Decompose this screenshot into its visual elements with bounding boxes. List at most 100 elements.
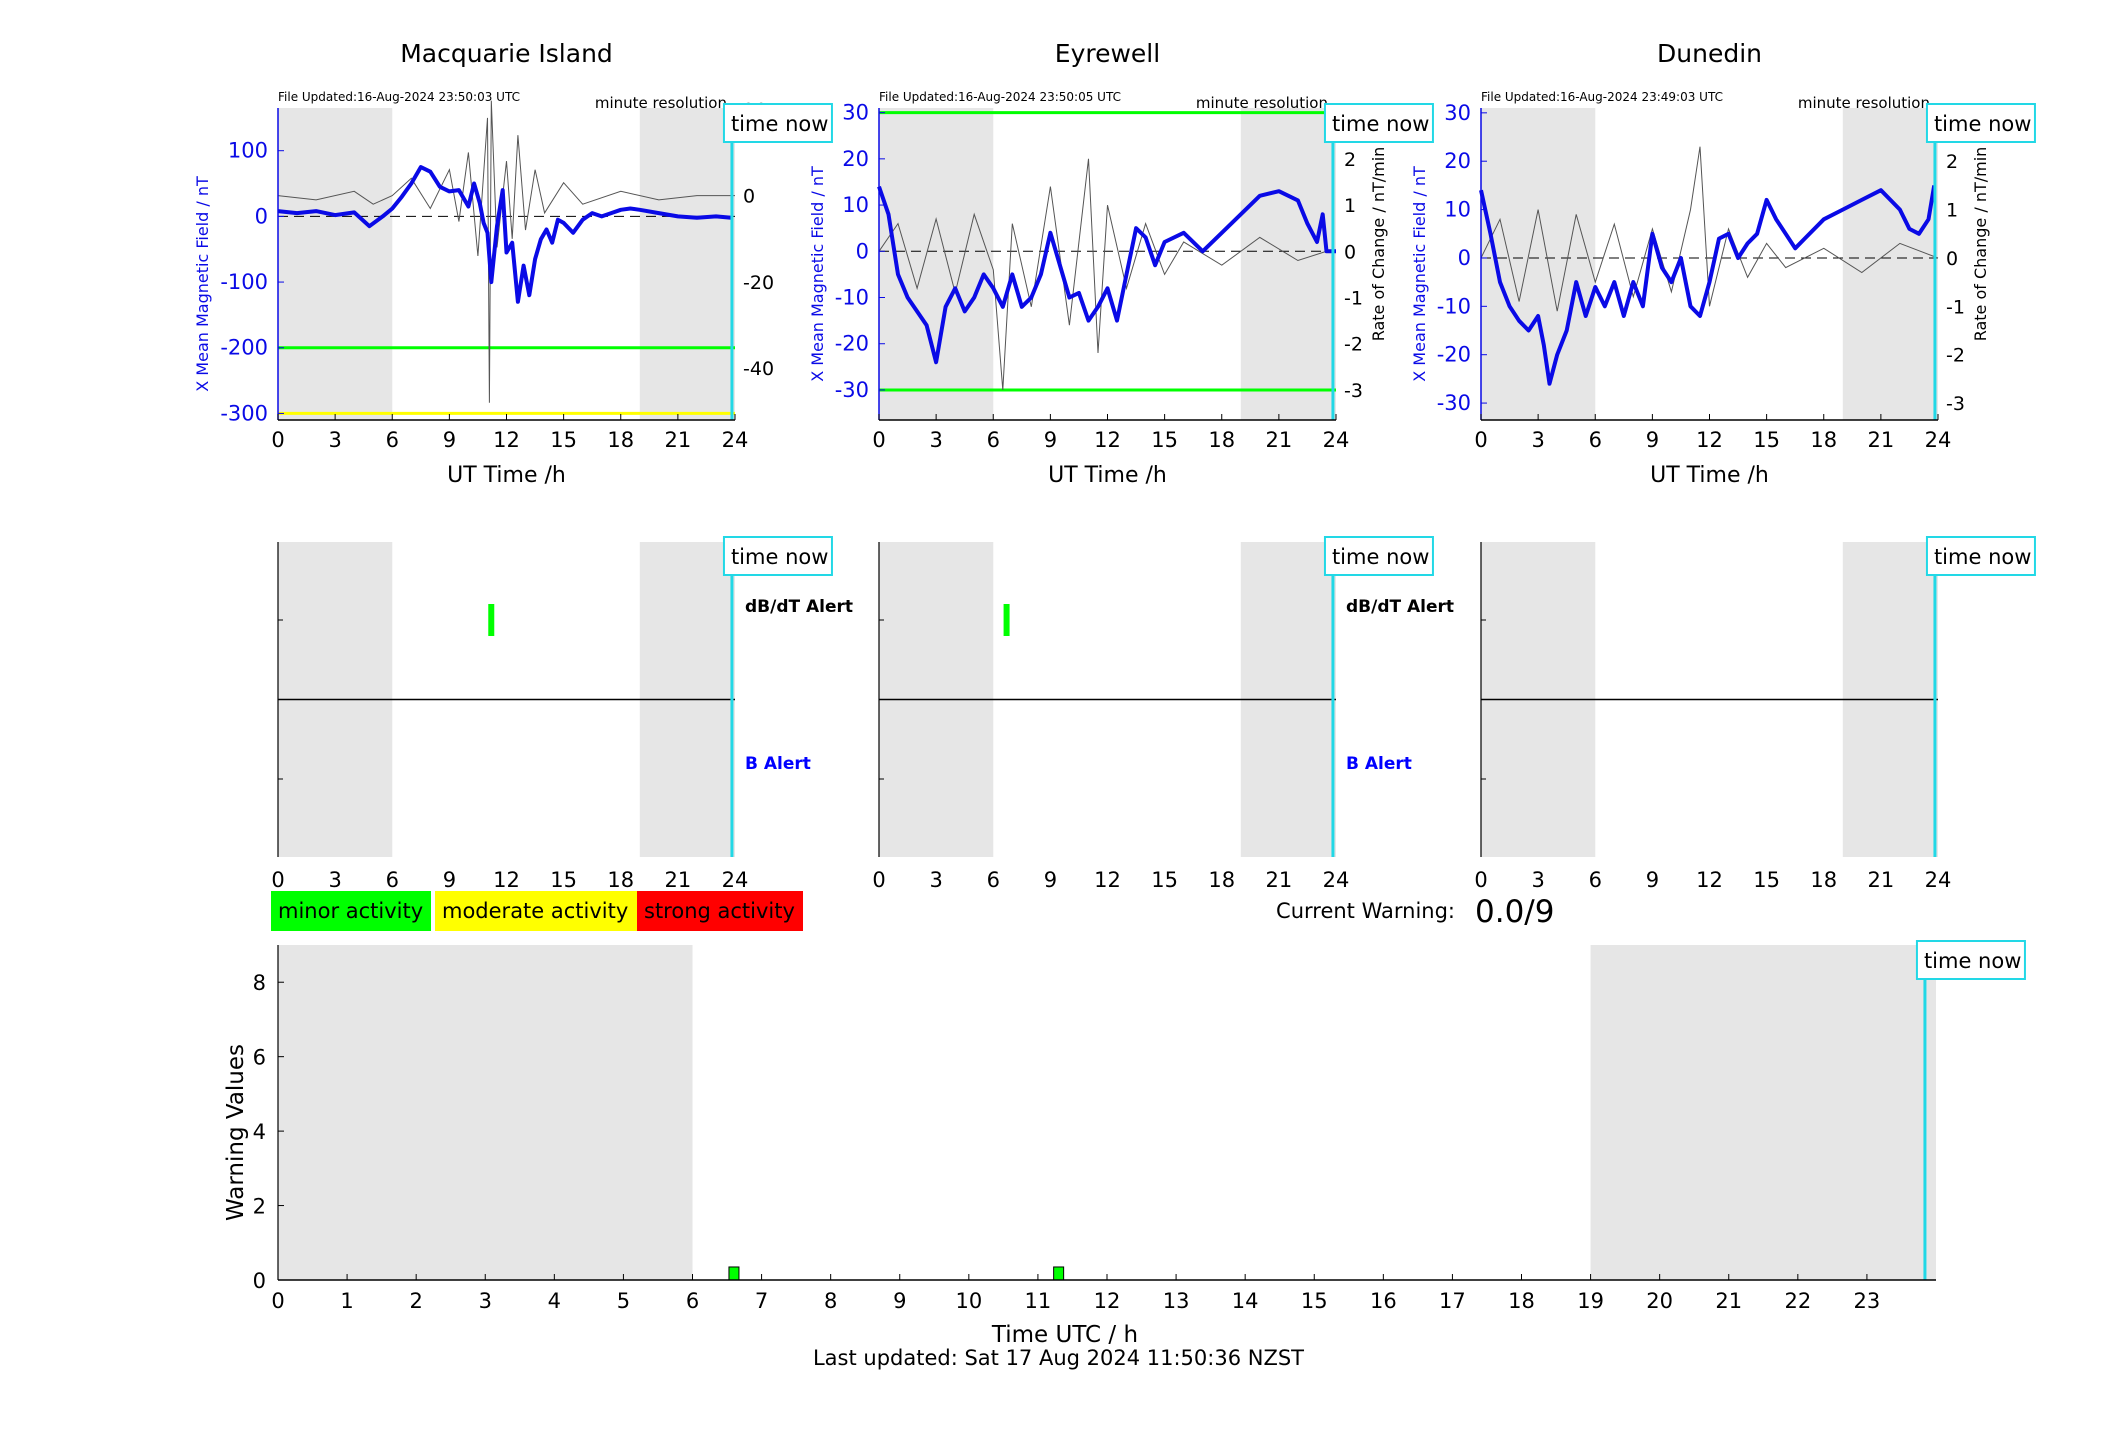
dunedin-alert-time-now-label: time now <box>1934 545 2031 569</box>
eyrewell-alert-x-tick-label: 9 <box>1044 868 1057 892</box>
eyrewell-x-tick-label: 9 <box>1044 428 1057 452</box>
macquarie-alert-x-tick-label: 24 <box>722 868 749 892</box>
warning-x-tick-label: 8 <box>824 1289 837 1313</box>
dunedin-alert-x-tick-label: 12 <box>1696 868 1723 892</box>
last-updated-text: Last updated: Sat 17 Aug 2024 11:50:36 N… <box>812 1346 1305 1370</box>
dunedin-time-now: time now <box>1925 103 2036 143</box>
dunedin-alert-x-tick-label: 9 <box>1646 868 1659 892</box>
dunedin-alert-chart: 0 3 6 9 12 15 18 21 24 <box>1474 542 1951 892</box>
dunedin-x-tick-label: 18 <box>1810 428 1837 452</box>
eyrewell-alert-time-now: time now <box>1323 536 1434 576</box>
dunedin-alert-x-tick-label: 6 <box>1589 868 1602 892</box>
macquarie-file-updated: File Updated:16-Aug-2024 23:50:03 UTC <box>278 90 520 104</box>
eyrewell-x-tick-label: 15 <box>1151 428 1178 452</box>
warning-x-tick-label: 12 <box>1094 1289 1121 1313</box>
dunedin-x-tick-label: 15 <box>1753 428 1780 452</box>
dunedin-y-tick-label: 0 <box>1458 246 1471 270</box>
eyrewell-field-chart: Eyrewell File Updated:16-Aug-2024 23:50:0… <box>808 39 1388 488</box>
warning-y-tick-label: 2 <box>253 1195 266 1219</box>
eyrewell-resolution: minute resolution <box>1196 94 1328 112</box>
macquarie-y-tick-label: 0 <box>255 204 268 228</box>
eyrewell-alert-chart: 0 3 6 9 12 15 18 21 24 dB/dT Alert B Alert <box>872 542 1454 892</box>
warning-x-tick-label: 18 <box>1508 1289 1535 1313</box>
macquarie-y-tick-label: -200 <box>220 336 268 360</box>
dunedin-x-tick-label: 0 <box>1474 428 1487 452</box>
warning-night-shade-1 <box>1590 945 1936 1280</box>
dunedin-y-right-axis-label: Rate of Change / nT/min <box>1971 147 1990 342</box>
macquarie-y-axis-label: X Mean Magnetic Field / nT <box>193 176 212 392</box>
warning-x-tick-label: 6 <box>686 1289 699 1313</box>
macquarie-alert-chart: 0 3 6 9 12 15 18 21 24 dB/dT Alert B Alert <box>271 542 853 892</box>
warning-x-tick-label: 23 <box>1854 1289 1881 1313</box>
eyrewell-y-right-tick-label: 2 <box>1344 149 1356 171</box>
eyrewell-y-right-tick-label: -1 <box>1344 288 1363 310</box>
dunedin-x-tick-label: 3 <box>1531 428 1544 452</box>
warning-time-now-box <box>1915 940 2026 980</box>
warning-time-now: time now <box>1915 940 2026 980</box>
macquarie-time-now-box <box>722 103 833 143</box>
macquarie-y-right-tick-label: -20 <box>743 272 774 294</box>
legend-item-minor: minor activity <box>271 891 431 931</box>
macquarie-y-right-tick-label: -40 <box>743 358 774 380</box>
macquarie-alert-x-tick-label: 9 <box>443 868 456 892</box>
eyrewell-y-right-tick-label: 1 <box>1344 195 1356 217</box>
warning-x-tick-label: 1 <box>340 1289 353 1313</box>
dunedin-y-tick-label: 30 <box>1444 101 1471 125</box>
eyrewell-time-now: time now <box>1323 103 1434 143</box>
dunedin-alert-x-tick-label: 15 <box>1753 868 1780 892</box>
macquarie-alert-x-tick-label: 6 <box>386 868 399 892</box>
dunedin-x-tick-label: 9 <box>1646 428 1659 452</box>
dunedin-x-tick-label: 21 <box>1868 428 1895 452</box>
eyrewell-alert-x-tick-label: 18 <box>1208 868 1235 892</box>
dunedin-rate-series <box>1480 146 1939 312</box>
macquarie-alert-x-tick-label: 18 <box>607 868 634 892</box>
warning-x-tick-label: 5 <box>617 1289 630 1313</box>
legend-item-moderate: moderate activity <box>435 891 637 931</box>
warning-x-tick-label: 17 <box>1439 1289 1466 1313</box>
dunedin-time-now-box <box>1925 103 2036 143</box>
eyrewell-y-tick-label: 30 <box>842 101 869 125</box>
eyrewell-time-now-box <box>1323 103 1434 143</box>
dunedin-y-right-tick-label: -1 <box>1946 296 1965 318</box>
dunedin-y-tick-label: 10 <box>1444 198 1471 222</box>
dunedin-file-updated: File Updated:16-Aug-2024 23:49:03 UTC <box>1481 90 1723 104</box>
dunedin-alert-time-now: time now <box>1925 536 2036 576</box>
macquarie-alert-x-tick-label: 3 <box>328 868 341 892</box>
eyrewell-dbdt-alert-label: dB/dT Alert <box>1346 597 1454 617</box>
macquarie-x-tick-label: 24 <box>722 428 749 452</box>
macquarie-night-shade-0 <box>278 108 393 420</box>
macquarie-field-chart: Macquarie Island File Updated:16-Aug-2024… <box>193 39 774 488</box>
macquarie-x-tick-label: 6 <box>386 428 399 452</box>
eyrewell-x-tick-label: 21 <box>1266 428 1293 452</box>
dunedin-y-right-tick-label: -2 <box>1946 345 1965 367</box>
dunedin-title: Dunedin <box>1657 39 1762 68</box>
warning-y-tick-label: 8 <box>253 971 266 995</box>
eyrewell-alert-x-tick-label: 3 <box>929 868 942 892</box>
eyrewell-y-tick-label: -30 <box>835 378 869 402</box>
warning-x-tick-label: 3 <box>479 1289 492 1313</box>
dunedin-y-right-tick-label: 2 <box>1946 151 1958 173</box>
dunedin-field-chart: Dunedin File Updated:16-Aug-2024 23:49:03… <box>1410 39 1990 488</box>
warning-y-tick-label: 4 <box>253 1120 266 1144</box>
macquarie-alert-time-now-box <box>722 536 833 576</box>
eyrewell-alert-x-tick-label: 21 <box>1266 868 1293 892</box>
macquarie-x-tick-label: 9 <box>443 428 456 452</box>
warning-x-tick-label: 16 <box>1370 1289 1397 1313</box>
macquarie-y-tick-label: -300 <box>220 401 268 425</box>
dunedin-x-tick-label: 6 <box>1589 428 1602 452</box>
warning-x-tick-label: 22 <box>1784 1289 1811 1313</box>
warning-x-tick-label: 21 <box>1715 1289 1742 1313</box>
dunedin-y-right-tick-label: 1 <box>1946 200 1958 222</box>
macquarie-alert-x-tick-label: 21 <box>665 868 692 892</box>
warning-x-tick-label: 20 <box>1646 1289 1673 1313</box>
macquarie-x-tick-label: 3 <box>328 428 341 452</box>
eyrewell-y-axis-label: X Mean Magnetic Field / nT <box>808 166 827 382</box>
dunedin-y-tick-label: -10 <box>1437 294 1471 318</box>
warning-x-tick-label: 10 <box>955 1289 982 1313</box>
eyrewell-field-series <box>877 185 1336 365</box>
eyrewell-alert-time-now-box <box>1323 536 1434 576</box>
dunedin-y-right-tick-label: 0 <box>1946 248 1958 270</box>
eyrewell-alert-x-tick-label: 6 <box>987 868 1000 892</box>
dunedin-alert-time-now-box <box>1925 536 2036 576</box>
